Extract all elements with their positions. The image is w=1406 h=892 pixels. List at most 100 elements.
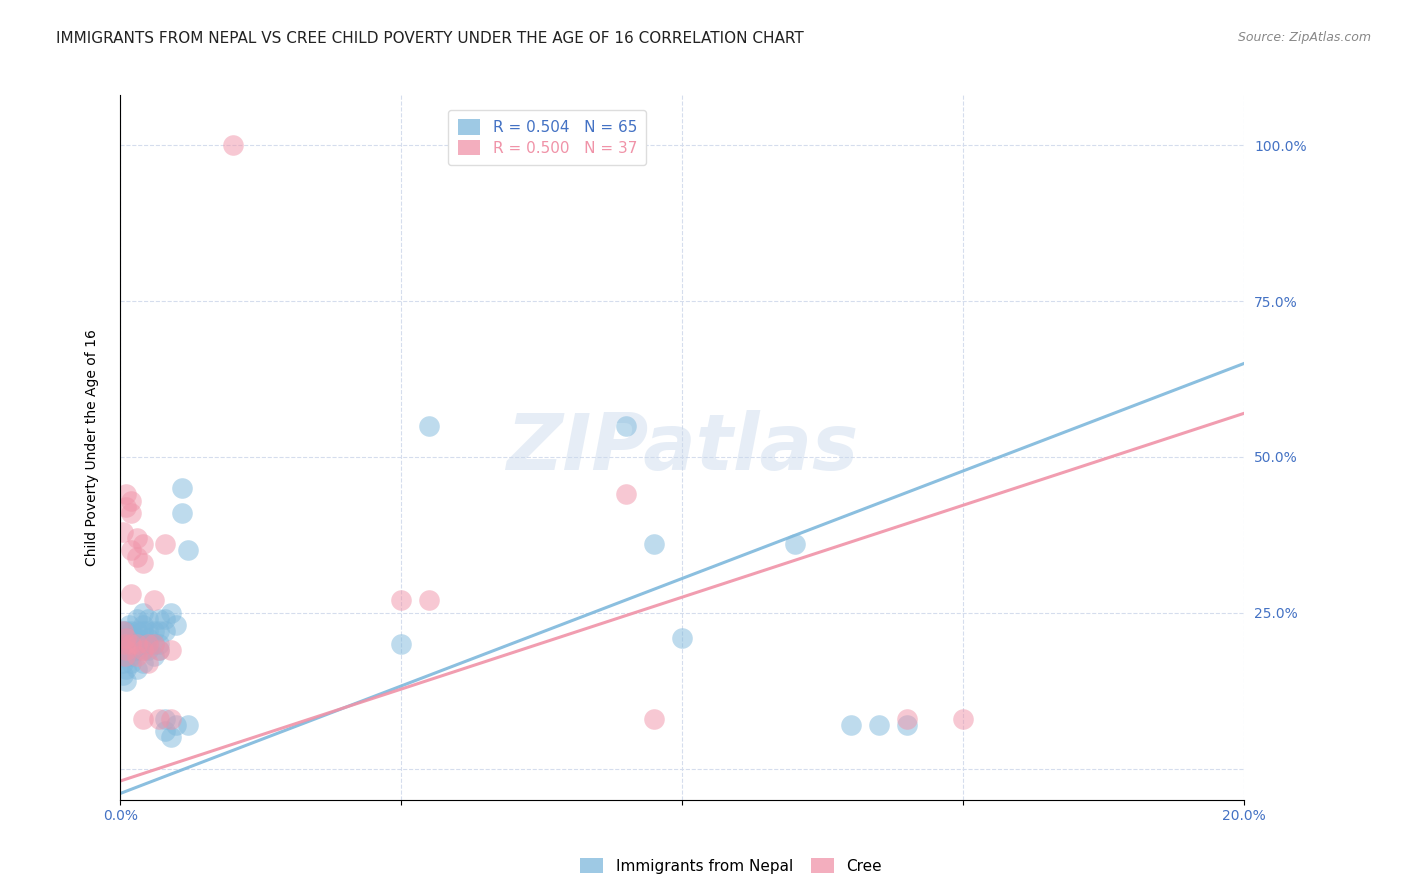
Point	[120, 506, 142, 520]
Point	[170, 506, 193, 520]
Point	[120, 624, 142, 639]
Point	[131, 537, 153, 551]
Point	[131, 637, 153, 651]
Point	[148, 637, 170, 651]
Point	[131, 656, 153, 670]
Point	[136, 656, 159, 670]
Point	[131, 712, 153, 726]
Point	[114, 487, 136, 501]
Point	[136, 631, 159, 645]
Point	[159, 643, 181, 657]
Point	[159, 606, 181, 620]
Point	[117, 631, 139, 645]
Point	[120, 543, 142, 558]
Point	[111, 668, 134, 682]
Point	[614, 418, 637, 433]
Point	[111, 624, 134, 639]
Point	[120, 493, 142, 508]
Point	[115, 637, 138, 651]
Point	[111, 624, 134, 639]
Point	[389, 637, 412, 651]
Point	[153, 624, 176, 639]
Point	[148, 643, 170, 657]
Point	[125, 637, 148, 651]
Point	[671, 631, 693, 645]
Point	[148, 712, 170, 726]
Point	[114, 649, 136, 664]
Text: IMMIGRANTS FROM NEPAL VS CREE CHILD POVERTY UNDER THE AGE OF 16 CORRELATION CHAR: IMMIGRANTS FROM NEPAL VS CREE CHILD POVE…	[56, 31, 804, 46]
Point	[131, 643, 153, 657]
Point	[418, 418, 440, 433]
Point	[136, 624, 159, 639]
Point	[114, 500, 136, 514]
Point	[125, 662, 148, 676]
Point	[120, 631, 142, 645]
Point	[643, 712, 665, 726]
Point	[111, 637, 134, 651]
Point	[120, 637, 142, 651]
Point	[114, 662, 136, 676]
Point	[389, 593, 412, 607]
Point	[125, 631, 148, 645]
Point	[114, 631, 136, 645]
Y-axis label: Child Poverty Under the Age of 16: Child Poverty Under the Age of 16	[86, 329, 100, 566]
Point	[176, 543, 198, 558]
Point	[148, 612, 170, 626]
Point	[114, 649, 136, 664]
Point	[142, 637, 165, 651]
Point	[783, 537, 806, 551]
Point	[839, 718, 862, 732]
Point	[120, 643, 142, 657]
Point	[952, 712, 974, 726]
Point	[125, 624, 148, 639]
Point	[136, 612, 159, 626]
Point	[131, 624, 153, 639]
Point	[120, 587, 142, 601]
Point	[153, 612, 176, 626]
Point	[176, 718, 198, 732]
Point	[159, 712, 181, 726]
Point	[136, 637, 159, 651]
Point	[896, 718, 918, 732]
Point	[114, 674, 136, 689]
Point	[120, 649, 142, 664]
Point	[136, 637, 159, 651]
Point	[418, 593, 440, 607]
Point	[148, 624, 170, 639]
Point	[111, 524, 134, 539]
Point	[153, 537, 176, 551]
Point	[117, 618, 139, 632]
Point	[114, 643, 136, 657]
Text: ZIPatlas: ZIPatlas	[506, 409, 858, 485]
Legend: R = 0.504   N = 65, R = 0.500   N = 37: R = 0.504 N = 65, R = 0.500 N = 37	[449, 110, 647, 165]
Point	[131, 556, 153, 570]
Point	[165, 718, 187, 732]
Point	[125, 612, 148, 626]
Point	[142, 649, 165, 664]
Point	[165, 618, 187, 632]
Point	[114, 649, 136, 664]
Point	[170, 481, 193, 495]
Point	[136, 643, 159, 657]
Point	[221, 138, 243, 153]
Point	[896, 712, 918, 726]
Point	[114, 624, 136, 639]
Point	[868, 718, 890, 732]
Point	[614, 487, 637, 501]
Point	[125, 643, 148, 657]
Point	[120, 656, 142, 670]
Point	[142, 637, 165, 651]
Point	[131, 606, 153, 620]
Point	[131, 643, 153, 657]
Point	[114, 643, 136, 657]
Point	[114, 637, 136, 651]
Point	[120, 637, 142, 651]
Point	[159, 731, 181, 745]
Point	[125, 649, 148, 664]
Point	[125, 549, 148, 564]
Point	[148, 643, 170, 657]
Point	[114, 631, 136, 645]
Point	[153, 712, 176, 726]
Point	[125, 637, 148, 651]
Point	[142, 624, 165, 639]
